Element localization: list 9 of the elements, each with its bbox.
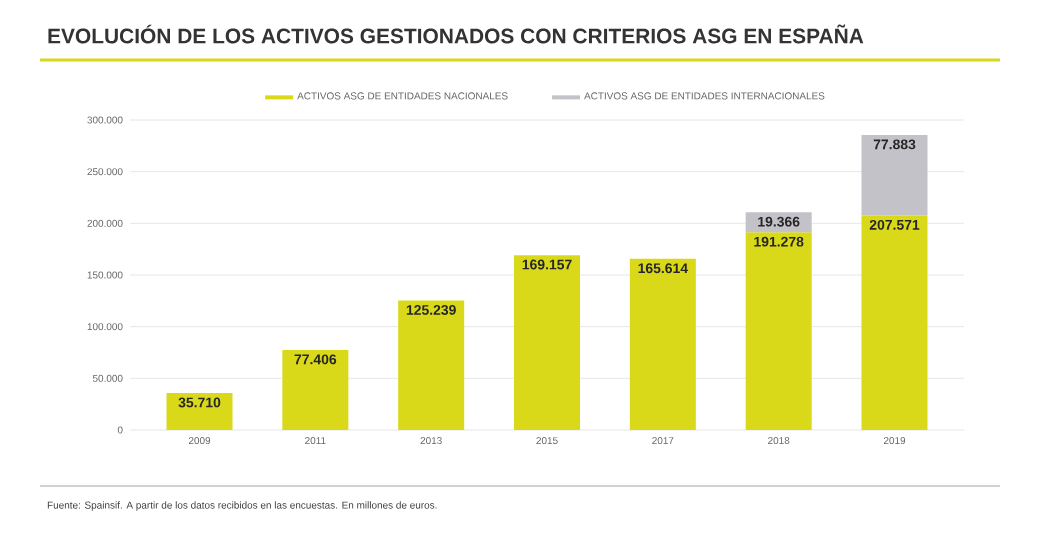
- chart-title: EVOLUCIÓN DE LOS ACTIVOS GESTIONADOS CON CRITERIOS ASG EN ESPAÑA: [48, 24, 864, 44]
- bar: [282, 350, 349, 430]
- bar: [166, 393, 233, 430]
- bar: [629, 258, 696, 430]
- bar: [514, 255, 581, 430]
- bar: [861, 215, 928, 430]
- bar: [745, 232, 812, 430]
- bar: [861, 135, 928, 216]
- bar: [398, 300, 465, 430]
